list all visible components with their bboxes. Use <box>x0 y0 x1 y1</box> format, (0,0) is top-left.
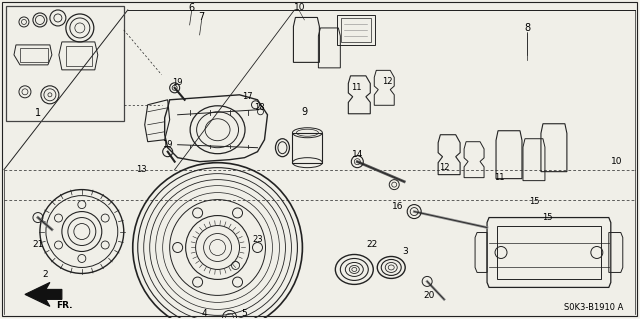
Text: 12: 12 <box>439 163 449 172</box>
Text: 21: 21 <box>32 240 44 249</box>
Text: 17: 17 <box>242 92 253 101</box>
Bar <box>497 226 601 279</box>
Text: 22: 22 <box>367 240 378 249</box>
Text: 23: 23 <box>252 235 263 244</box>
Text: 5: 5 <box>242 309 248 318</box>
Bar <box>337 15 375 45</box>
Text: 4: 4 <box>202 309 207 318</box>
Text: 10: 10 <box>611 157 623 166</box>
Text: 19: 19 <box>163 140 173 149</box>
Bar <box>6 6 124 121</box>
Bar <box>66 46 92 66</box>
Text: 6: 6 <box>189 3 195 13</box>
Text: 15: 15 <box>541 213 552 222</box>
Bar <box>341 18 371 42</box>
Bar <box>20 48 48 62</box>
Text: 11: 11 <box>351 83 362 92</box>
Bar <box>292 133 323 163</box>
Text: 10: 10 <box>294 4 305 12</box>
Text: 19: 19 <box>172 78 183 87</box>
Text: 18: 18 <box>254 103 265 112</box>
Text: 11: 11 <box>494 173 504 182</box>
Text: 8: 8 <box>524 23 530 33</box>
Text: FR.: FR. <box>56 301 72 310</box>
Text: 14: 14 <box>351 150 363 159</box>
Text: 12: 12 <box>382 77 392 86</box>
Text: 2: 2 <box>42 270 48 279</box>
Text: S0K3-B1910 A: S0K3-B1910 A <box>564 303 623 312</box>
Text: 3: 3 <box>403 247 408 256</box>
Text: 20: 20 <box>424 291 435 300</box>
Text: 16: 16 <box>392 202 403 211</box>
Text: 13: 13 <box>136 165 147 174</box>
Text: 7: 7 <box>198 12 205 22</box>
Polygon shape <box>25 282 62 306</box>
Text: 15: 15 <box>529 197 540 206</box>
Text: 1: 1 <box>35 108 41 118</box>
Text: 9: 9 <box>301 107 307 117</box>
